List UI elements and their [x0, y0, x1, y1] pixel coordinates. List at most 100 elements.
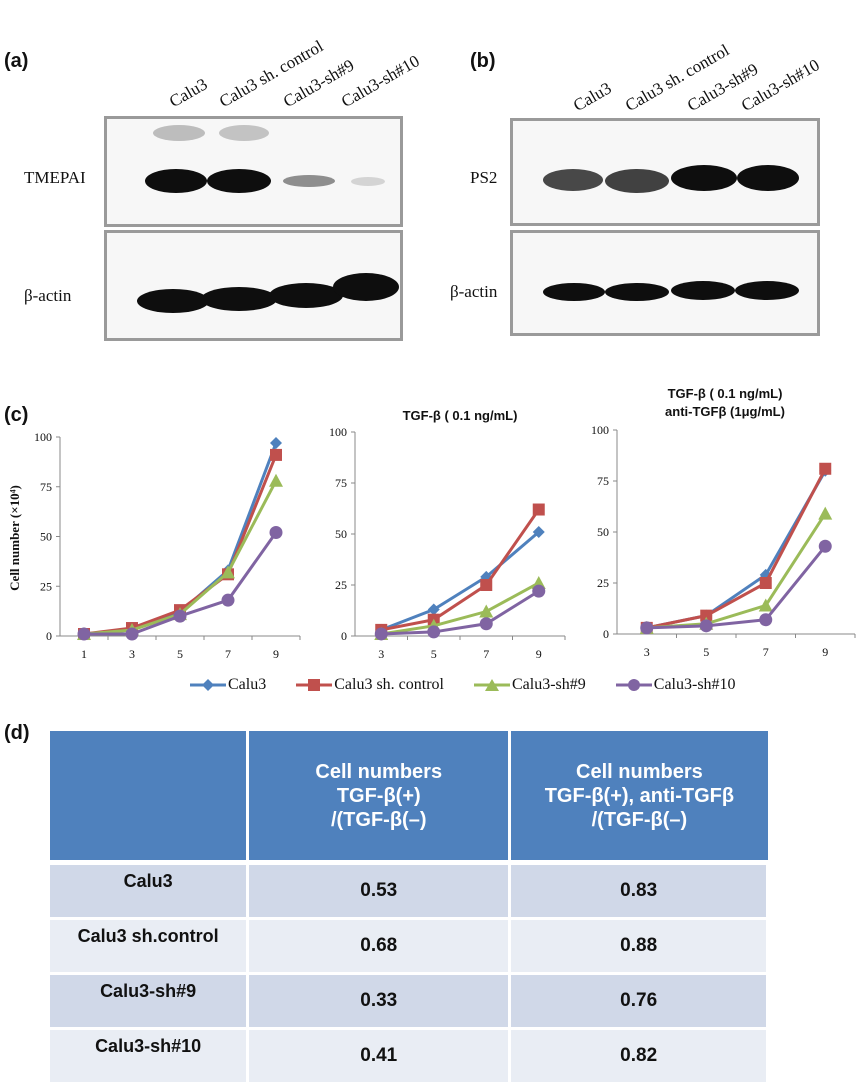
y-tick-label: 75 [597, 474, 609, 488]
row-name: Calu3 [50, 862, 250, 920]
data-point [758, 598, 773, 612]
table-row: Calu3-sh#9 0.33 0.76 [50, 973, 769, 1030]
data-point [479, 604, 494, 618]
data-point [270, 448, 282, 461]
series-line [646, 470, 827, 630]
row-value-2: 0.82 [509, 1028, 769, 1085]
blot-ps2 [510, 118, 820, 226]
ratio-table: Cell numbers TGF-β(+) /(TGF-β(–) Cell nu… [50, 731, 769, 1085]
legend-label: Calu3 [228, 676, 267, 693]
y-axis-label: Cell number (×10⁴) [7, 485, 22, 591]
row-value-1: 0.53 [247, 862, 512, 920]
blot-label-ps2: PS2 [470, 168, 498, 187]
table-header-col2: Cell numbers TGF-β(+), anti-TGFβ /(TGF-β… [509, 731, 768, 865]
data-point [532, 584, 546, 598]
y-tick-label: 100 [34, 430, 52, 444]
legend-item-sh9: Calu3-sh#9 [472, 676, 586, 694]
y-tick-label: 75 [40, 480, 52, 494]
chart3-title-line1: TGF-β ( 0.1 ng/mL) [667, 386, 783, 401]
x-tick-label: 5 [177, 647, 183, 661]
data-point [221, 565, 235, 579]
x-tick-label: 1 [81, 647, 87, 661]
lane-label-b-1: Calu3 [570, 78, 615, 116]
y-tick-label: 25 [597, 576, 609, 590]
header-line: Cell numbers [576, 760, 703, 783]
header-line: Cell numbers [315, 760, 443, 783]
row-value-1: 0.33 [247, 973, 512, 1030]
table-row: Calu3 sh.control 0.68 0.88 [50, 918, 769, 975]
row-value-1: 0.41 [247, 1028, 512, 1085]
row-name: Calu3-sh#9 [50, 973, 250, 1030]
data-point [532, 503, 545, 516]
table-header-col1: Cell numbers TGF-β(+) /(TGF-β(–) [247, 731, 512, 865]
data-point [269, 473, 283, 487]
panel-a-label: (a) [4, 50, 29, 72]
data-point [532, 525, 545, 538]
data-point [700, 609, 713, 622]
lane-label-b-2: Calu3 sh. control [622, 40, 733, 116]
y-tick-label: 0 [46, 629, 52, 643]
data-point [759, 577, 772, 589]
x-tick-label: 3 [644, 645, 650, 659]
data-point [173, 609, 187, 623]
table-row: Calu3 0.53 0.83 [50, 862, 769, 920]
data-point [479, 617, 493, 631]
blot-label-actin-b: β-actin [450, 282, 498, 301]
y-tick-label: 50 [40, 530, 52, 544]
x-tick-label: 9 [273, 647, 279, 661]
data-point [427, 625, 441, 639]
x-tick-label: 7 [763, 645, 769, 659]
series-line [380, 508, 540, 632]
chart-tgfb-anti: 0 25 50 75 100 3 5 7 9 [591, 423, 856, 659]
legend-item-sh10: Calu3-sh#10 [614, 676, 736, 694]
row-value-1: 0.68 [247, 918, 512, 975]
x-tick-label: 7 [483, 647, 489, 661]
series-line [381, 589, 540, 636]
data-point [221, 593, 235, 607]
row-value-2: 0.76 [509, 973, 769, 1030]
chart-untreated: 0 25 50 75 100 1 3 5 7 9 [34, 430, 301, 661]
row-value-2: 0.83 [509, 862, 769, 920]
data-point [640, 621, 654, 635]
series-line [646, 468, 827, 630]
y-tick-label: 50 [597, 525, 609, 539]
x-tick-label: 5 [703, 645, 709, 659]
y-tick-label: 100 [329, 425, 347, 439]
lane-label-a-1: Calu3 [166, 74, 211, 112]
x-tick-label: 3 [378, 647, 384, 661]
legend-item-calu3: Calu3 [188, 676, 266, 694]
series-line [646, 512, 827, 630]
data-point [125, 627, 139, 641]
series-line [380, 530, 540, 632]
data-point [427, 603, 440, 616]
data-point [818, 506, 833, 520]
x-tick-label: 3 [129, 647, 135, 661]
x-tick-label: 7 [225, 647, 231, 661]
header-line: TGF-β(+) [336, 784, 421, 807]
chart3-title-line2: anti-TGFβ (1μg/mL) [665, 404, 785, 419]
x-tick-label: 9 [822, 645, 828, 659]
data-point [77, 627, 91, 641]
y-tick-label: 0 [341, 629, 347, 643]
table-header-empty [50, 731, 250, 865]
y-tick-label: 75 [335, 476, 347, 490]
legend-label: Calu3 sh. control [334, 676, 444, 693]
data-point [699, 619, 713, 633]
lane-label-a-2: Calu3 sh. control [216, 36, 327, 112]
series-line [381, 581, 540, 636]
data-point [759, 613, 773, 627]
blot-actin-a [104, 230, 403, 341]
legend-label: Calu3-sh#10 [653, 676, 736, 693]
row-value-2: 0.88 [509, 918, 769, 975]
panel-d-label: (d) [4, 722, 30, 744]
data-point [374, 627, 388, 641]
x-tick-label: 9 [536, 647, 542, 661]
table-row: Calu3-sh#10 0.41 0.82 [50, 1028, 769, 1085]
header-line: /(TGF-β(–) [330, 808, 427, 831]
header-line: /(TGF-β(–) [591, 808, 688, 831]
data-point [818, 539, 832, 553]
row-name: Calu3-sh#10 [50, 1028, 250, 1085]
data-point [819, 462, 832, 475]
y-tick-label: 0 [603, 627, 609, 641]
